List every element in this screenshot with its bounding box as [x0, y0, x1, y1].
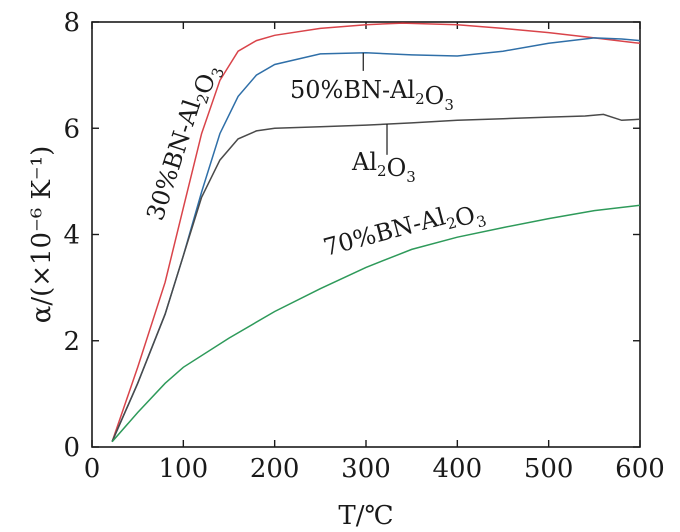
series-label-50pct: 50%BN-Al2O3: [290, 76, 454, 114]
y-axis-title: α/(×10⁻⁶ K⁻¹): [27, 146, 57, 323]
y-tick-label: 4: [63, 221, 80, 251]
y-tick-label: 6: [63, 114, 80, 144]
x-tick-label: 400: [433, 454, 483, 484]
y-tick-label: 2: [63, 327, 80, 357]
series-label-70pct: 70%BN-Al2O3: [320, 192, 488, 271]
y-tick-label: 8: [63, 8, 80, 38]
series-label-al2o3: Al2O3: [351, 148, 416, 186]
series-line-3: [111, 204, 641, 443]
y-tick-label: 0: [63, 433, 80, 463]
series-line-2: [111, 113, 641, 443]
x-tick-label: 200: [250, 454, 300, 484]
x-tick-label: 600: [615, 454, 665, 484]
x-tick-label: 100: [159, 454, 209, 484]
x-tick-label: 500: [524, 454, 574, 484]
x-tick-label: 0: [84, 454, 101, 484]
series-line-0: [111, 22, 641, 442]
x-axis-title: T/℃: [338, 501, 393, 531]
axes: 0 100 200 300 400 500 600 0 2 4 6 8 T/℃ α/(×10⁻⁶ K⁻¹): [27, 8, 665, 531]
x-tick-label: 300: [341, 454, 391, 484]
series-lines: [111, 22, 641, 443]
